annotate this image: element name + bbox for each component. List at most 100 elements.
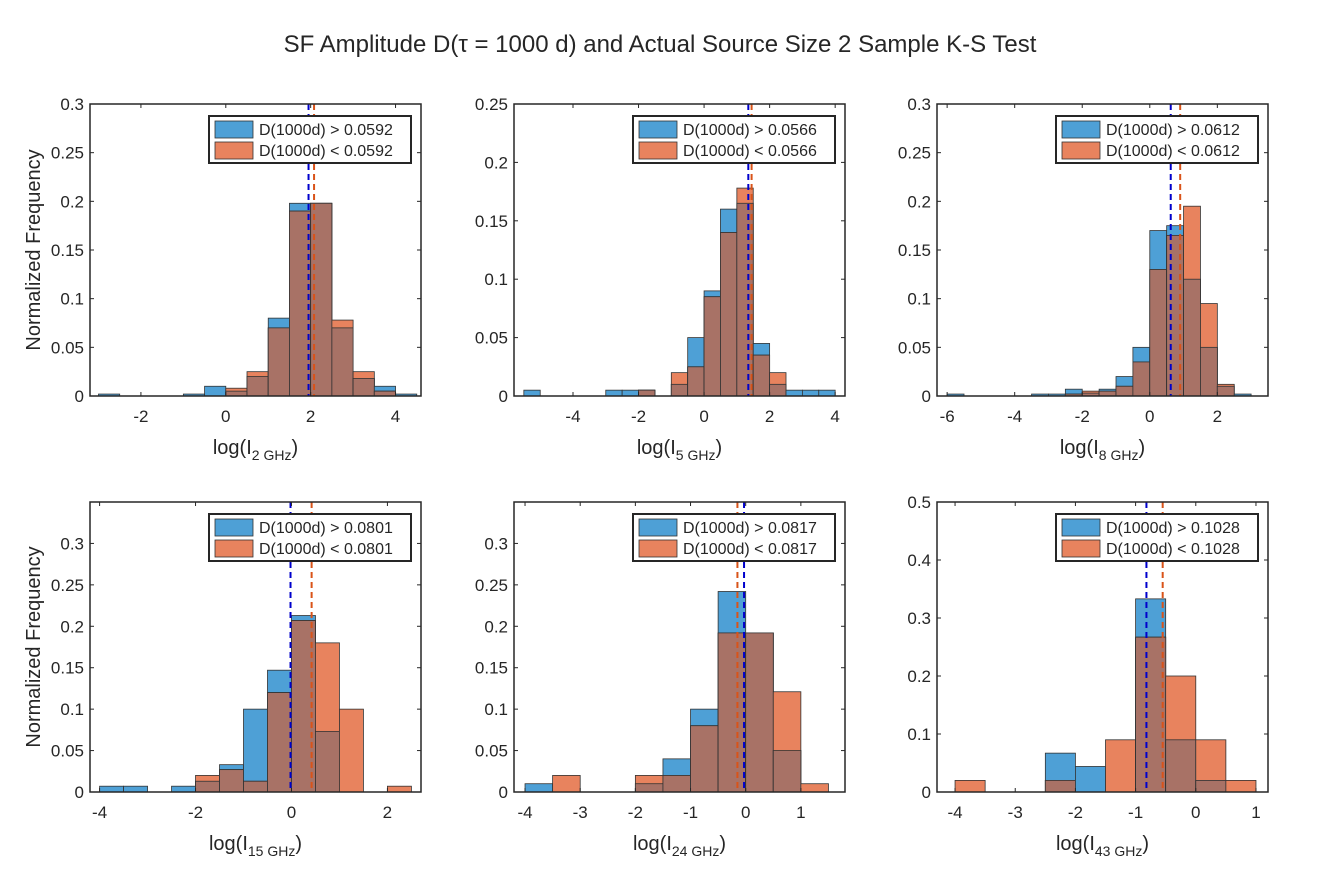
legend-swatch-1 — [214, 539, 254, 558]
x-tick-label-4: 0 — [1191, 803, 1200, 822]
x-tick-label-5: 1 — [1251, 803, 1260, 822]
bar-overlap-6 — [243, 780, 268, 792]
bar-overlap-9 — [670, 383, 689, 396]
bar-overlap-15 — [769, 383, 787, 396]
x-tick-label-0: -4 — [92, 803, 107, 822]
subplot-3: -6 -4 -2 0 2 0 0.05 0.1 0.15 0.2 0.25 0.3 log(I8 GHz… — [898, 95, 1269, 463]
bar-high-0 — [524, 783, 554, 792]
y-tick-label-4: 0.4 — [907, 551, 931, 570]
x-tick-label-0: -2 — [133, 407, 148, 426]
bar-high-4 — [1075, 766, 1106, 792]
bar-overlap-12 — [352, 378, 375, 396]
y-tick-label-2: 0.1 — [60, 700, 84, 719]
y-tick-label-2: 0.1 — [907, 290, 931, 309]
bar-high-16 — [785, 389, 803, 396]
bar-high-0 — [523, 389, 541, 396]
plot-area — [99, 502, 412, 792]
legend: D(1000d) > 0.1028 D(1000d) < 0.1028 — [1055, 513, 1259, 562]
legend-label-0: D(1000d) > 0.0817 — [683, 520, 817, 537]
x-tick-label-3: 2 — [383, 803, 392, 822]
x-axis-label: log(I8 GHz) — [1060, 437, 1145, 463]
x-tick-label-0: -4 — [947, 803, 962, 822]
y-tick-label-1: 0.05 — [475, 329, 508, 348]
bar-overlap-16 — [1216, 385, 1235, 396]
legend-label-0: D(1000d) > 0.0592 — [259, 122, 393, 139]
subplot-2: -4 -2 0 2 4 0 0.05 0.1 0.15 0.2 0.25 log(I5 GHz) D(1… — [475, 95, 846, 463]
legend-swatch-1 — [638, 539, 678, 558]
bar-low-1 — [552, 775, 581, 792]
legend-swatch-0 — [1061, 518, 1101, 537]
x-axis-label: log(I43 GHz) — [1056, 833, 1149, 859]
x-tick-label-2: 0 — [287, 803, 296, 822]
bar-overlap-4 — [195, 780, 220, 792]
panels: -2 0 2 4 0 0.05 0.1 0.15 0.2 0.25 0.3 log(I2 GHz) No… — [23, 95, 1269, 859]
legend-swatch-1 — [214, 141, 254, 160]
y-tick-label-6: 0.3 — [60, 95, 84, 114]
subplot-4: -4 -2 0 2 0 0.05 0.1 0.15 0.2 0.25 0.3 log(I15 GHz)… — [23, 501, 422, 859]
y-tick-label-4: 0.2 — [60, 617, 84, 636]
x-tick-label-2: 0 — [699, 407, 708, 426]
x-tick-label-1: -3 — [573, 803, 588, 822]
y-tick-label-0: 0 — [499, 387, 508, 406]
legend-label-0: D(1000d) > 0.0612 — [1106, 122, 1240, 139]
y-tick-label-0: 0 — [499, 783, 508, 802]
x-tick-label-3: 2 — [765, 407, 774, 426]
bar-overlap-5 — [662, 775, 691, 792]
x-tick-label-1: -4 — [1007, 407, 1022, 426]
x-tick-label-0: -6 — [940, 407, 955, 426]
y-tick-label-6: 0.3 — [484, 534, 508, 553]
bar-overlap-9 — [315, 731, 340, 792]
y-tick-label-4: 0.2 — [60, 192, 84, 211]
legend-label-0: D(1000d) > 0.0566 — [683, 122, 817, 139]
x-axis-label: log(I2 GHz) — [213, 437, 298, 463]
y-axis-label: Normalized Frequency — [23, 546, 45, 747]
y-tick-label-4: 0.2 — [484, 153, 508, 172]
y-tick-label-1: 0.05 — [475, 742, 508, 761]
bar-overlap-7 — [1165, 739, 1197, 792]
y-tick-label-1: 0.05 — [51, 338, 84, 357]
bar-high-18 — [818, 389, 836, 396]
legend: D(1000d) > 0.0592 D(1000d) < 0.0592 — [208, 115, 412, 164]
y-tick-label-0: 0 — [75, 783, 84, 802]
x-tick-label-1: 0 — [221, 407, 230, 426]
bar-overlap-14 — [1183, 278, 1201, 396]
bar-overlap-8 — [1195, 780, 1227, 792]
legend: D(1000d) > 0.0817 D(1000d) < 0.0817 — [632, 513, 836, 562]
bar-overlap-7 — [717, 632, 747, 792]
y-tick-label-5: 0.5 — [907, 493, 931, 512]
bar-low-10 — [800, 783, 829, 792]
y-tick-label-1: 0.05 — [898, 338, 931, 357]
y-tick-label-5: 0.25 — [51, 576, 84, 595]
legend-label-1: D(1000d) < 0.0592 — [259, 143, 393, 160]
x-tick-label-2: -2 — [1068, 803, 1083, 822]
y-tick-label-3: 0.15 — [51, 659, 84, 678]
y-tick-label-2: 0.1 — [484, 700, 508, 719]
axes-box — [513, 501, 846, 793]
legend-label-1: D(1000d) < 0.0801 — [259, 541, 393, 558]
x-axis-label: log(I5 GHz) — [637, 437, 722, 463]
y-tick-label-3: 0.15 — [51, 241, 84, 260]
y-tick-label-2: 0.2 — [907, 667, 931, 686]
bar-overlap-6 — [1135, 636, 1167, 792]
y-tick-label-6: 0.3 — [60, 534, 84, 553]
bar-high-0 — [98, 393, 121, 396]
bar-high-5 — [204, 385, 227, 396]
x-tick-label-2: -2 — [628, 803, 643, 822]
legend: D(1000d) > 0.0801 D(1000d) < 0.0801 — [208, 513, 412, 562]
bar-overlap-9 — [772, 750, 802, 792]
y-tick-label-4: 0.2 — [484, 617, 508, 636]
bar-overlap-4 — [634, 783, 664, 792]
x-tick-label-0: -4 — [565, 407, 580, 426]
bar-overlap-10 — [1115, 385, 1134, 396]
bar-low-5 — [1105, 739, 1136, 792]
bar-overlap-8 — [745, 632, 774, 792]
plot-area — [946, 104, 1252, 396]
legend-label-1: D(1000d) < 0.1028 — [1106, 541, 1240, 558]
plot-area — [98, 104, 418, 396]
legend-label-0: D(1000d) > 0.1028 — [1106, 520, 1240, 537]
bar-overlap-12 — [720, 232, 738, 396]
legend-swatch-0 — [638, 518, 678, 537]
y-tick-label-4: 0.2 — [907, 192, 931, 211]
bar-low-0 — [954, 780, 986, 792]
legend-swatch-0 — [638, 120, 678, 139]
